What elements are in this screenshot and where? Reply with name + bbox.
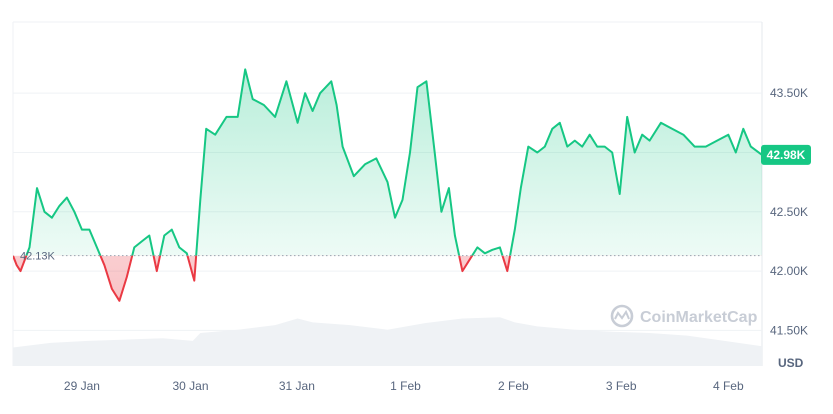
coinmarketcap-watermark: CoinMarketCap <box>610 304 758 328</box>
x-tick-label: 30 Jan <box>172 379 208 393</box>
volume-area <box>13 317 762 366</box>
x-tick-label: 4 Feb <box>713 379 744 393</box>
x-tick-label: 31 Jan <box>279 379 315 393</box>
price-line-up <box>13 68 762 256</box>
x-axis: 29 Jan 30 Jan 31 Jan 1 Feb 2 Feb 3 Feb 4 Feb <box>64 379 744 393</box>
x-tick-label: 2 Feb <box>498 379 529 393</box>
reference-line: 42.13K <box>20 251 762 263</box>
x-tick-label: 3 Feb <box>606 379 637 393</box>
y-tick-label: 41.50K <box>770 323 808 337</box>
area-above-reference <box>26 69 762 256</box>
current-price-badge: 42.98K <box>761 144 811 165</box>
y-tick-label: 42.00K <box>770 264 808 278</box>
y-tick-label: 43.50K <box>770 86 808 100</box>
x-tick-label: 29 Jan <box>64 379 100 393</box>
y-tick-label: 42.50K <box>770 205 808 219</box>
volume-bars <box>13 317 762 366</box>
currency-label: USD <box>778 356 804 370</box>
price-line <box>13 68 762 302</box>
price-area <box>13 69 762 301</box>
x-tick-label: 1 Feb <box>390 379 421 393</box>
current-price-badge-bg <box>761 144 811 165</box>
watermark-text: CoinMarketCap <box>640 309 758 326</box>
current-price-label: 42.98K <box>767 148 806 162</box>
coinmarketcap-logo-icon <box>610 304 634 328</box>
reference-price-label: 42.13K <box>20 251 56 263</box>
price-line-down <box>13 255 512 302</box>
